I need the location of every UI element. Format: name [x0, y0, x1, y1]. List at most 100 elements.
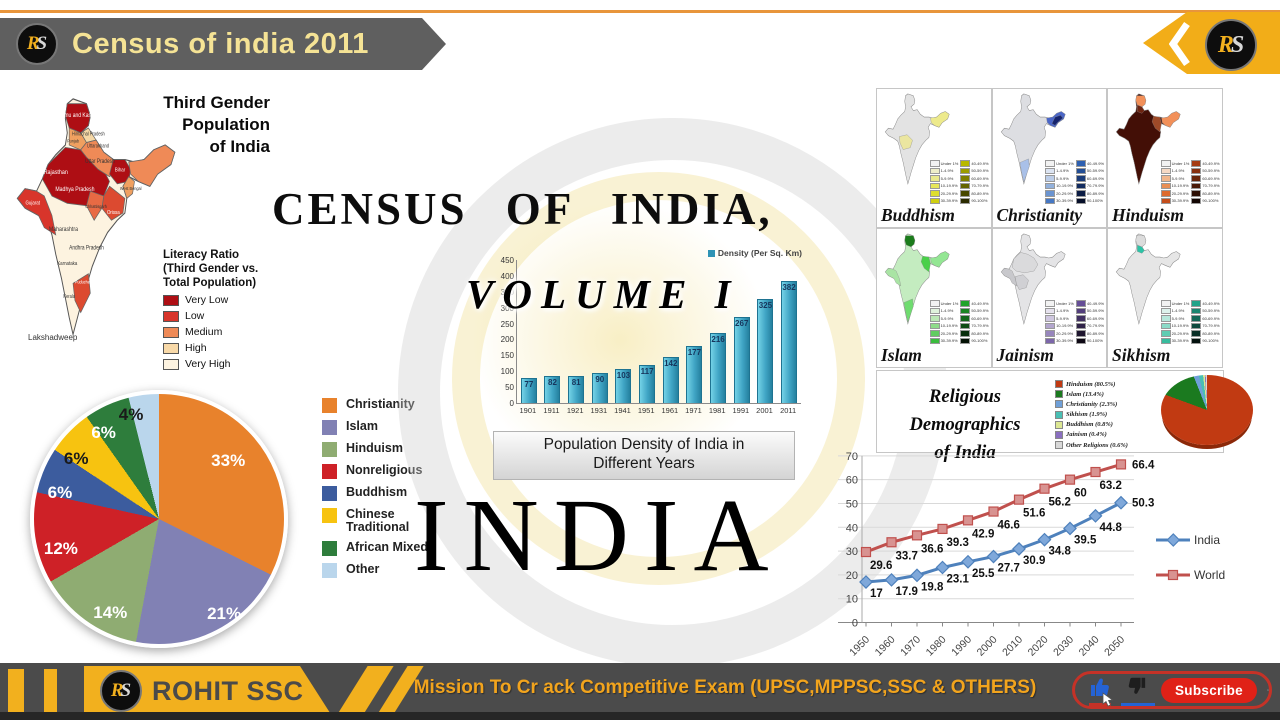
bar-chart-x-tick: 1941: [614, 406, 631, 415]
map-legend: Literacy Ratio (Third Gender vs. Total Po…: [163, 248, 298, 370]
pie-slice-label: 6%: [47, 482, 73, 502]
dislike-button[interactable]: [1121, 675, 1155, 706]
page-title: Census of india 2011: [72, 27, 369, 60]
map-legend-item: Very High: [163, 358, 298, 370]
state-label: Punjab: [67, 138, 79, 144]
map-legend-item: Low: [163, 310, 298, 322]
religion-maps-grid: Under 1% 1-4.9% 5-9.9% 10-19.9% 20-29.9% 30-3…: [876, 88, 1223, 368]
like-button[interactable]: [1089, 675, 1114, 707]
religion-map-label: Jainism: [996, 345, 1054, 365]
svg-text:17: 17: [870, 588, 883, 600]
mini-map-legend: Under 1% 1-4.9% 5-9.9% 10-19.9% 20-29.9% 30-3…: [1160, 300, 1220, 345]
third-gender-map-title: Third Gender Population of India: [163, 93, 270, 156]
svg-text:2040: 2040: [1077, 634, 1102, 659]
demographics-legend-item: Jainism (0.4%): [1055, 430, 1128, 439]
subscribe-cluster: Subscribe: [1072, 671, 1272, 709]
pie-legend-item: Islam: [322, 419, 442, 435]
svg-text:70: 70: [846, 451, 858, 463]
svg-text:50: 50: [846, 498, 858, 510]
state-label: West Bengal: [120, 185, 142, 191]
state-label: Himachal Pradesh: [72, 131, 105, 137]
svg-text:1960: 1960: [873, 634, 898, 659]
svg-text:19.8: 19.8: [921, 581, 944, 593]
svg-text:40: 40: [846, 522, 858, 534]
mini-india-map: [884, 233, 950, 325]
religion-map-cell: Under 1% 1-4.9% 5-9.9% 10-19.9% 20-29.9% 30-3…: [991, 88, 1107, 228]
svg-text:60: 60: [1074, 488, 1087, 500]
mini-map-legend: Under 1% 1-4.9% 5-9.9% 10-19.9% 20-29.9% 30-3…: [1160, 160, 1220, 205]
svg-text:1970: 1970: [898, 634, 923, 659]
bar: 81: [568, 376, 585, 403]
bar-chart-y-tick: 300: [500, 303, 514, 313]
svg-text:2020: 2020: [1026, 634, 1051, 659]
svg-text:34.8: 34.8: [1049, 546, 1072, 558]
header-accent-line: [0, 10, 1280, 13]
pie-legend-item: African Mixed: [322, 541, 442, 557]
island-label: Lakshadweep: [28, 333, 78, 342]
bar-chart-y-tick: 100: [500, 367, 514, 377]
bar-chart-x-tick: 2011: [780, 406, 797, 415]
bar-chart-y-tick: 150: [500, 351, 514, 361]
cursor-icon: [1102, 692, 1114, 707]
religion-map-cell: Under 1% 1-4.9% 5-9.9% 10-19.9% 20-29.9% 30-3…: [876, 228, 992, 368]
demographics-legend-item: Buddhism (0.8%): [1055, 420, 1128, 429]
svg-text:66.4: 66.4: [1132, 459, 1155, 471]
mini-map-legend: Under 1% 1-4.9% 5-9.9% 10-19.9% 20-29.9% 30-3…: [929, 160, 989, 205]
svg-text:63.2: 63.2: [1100, 480, 1122, 492]
svg-text:0: 0: [852, 618, 858, 630]
bar-chart-x-tick: 1901: [519, 406, 537, 415]
svg-text:60: 60: [846, 475, 858, 487]
svg-text:36.6: 36.6: [921, 543, 943, 555]
bar-chart-y-tick: 0: [509, 399, 514, 408]
line-chart-legend-label: World: [1194, 568, 1225, 582]
demographics-legend: Hinduism (80.5%) Islam (13.4%) Christianit…: [1055, 380, 1128, 451]
bell-icon[interactable]: [1267, 677, 1269, 703]
map-legend-item: Medium: [163, 326, 298, 338]
svg-text:46.6: 46.6: [998, 520, 1020, 532]
pie-legend-item: Buddhism: [322, 485, 442, 501]
svg-text:1990: 1990: [949, 634, 974, 659]
svg-text:44.8: 44.8: [1100, 522, 1123, 534]
state-label: Orissa: [107, 210, 120, 217]
svg-text:23.1: 23.1: [947, 573, 970, 585]
footer-stripe: [44, 669, 57, 713]
demographics-legend-item: Other Religions (0.6%): [1055, 441, 1128, 450]
mini-india-map: [1000, 233, 1065, 325]
bar: 90: [591, 373, 608, 403]
state-label: Maharashtra: [49, 227, 79, 234]
channel-name: ROHIT SSC: [152, 675, 304, 706]
state-label: Andhra Pradesh: [69, 245, 104, 252]
pie-slice-label: 4%: [118, 405, 144, 425]
religion-map-label: Buddhism: [881, 205, 955, 225]
pie-slice-label: 6%: [63, 448, 89, 468]
svg-text:25.5: 25.5: [972, 568, 995, 580]
state-label: Uttar Pradesh: [85, 159, 115, 166]
religious-demographics-panel: Religious Demographics of India Hinduism …: [876, 370, 1253, 463]
svg-text:17.9: 17.9: [896, 586, 918, 598]
subscribe-button[interactable]: Subscribe: [1161, 677, 1257, 703]
demographics-pie-chart: [1161, 375, 1253, 445]
demographics-legend-item: Christianity (2.3%): [1055, 400, 1128, 409]
bar: 82: [544, 375, 561, 403]
demographics-title: Religious Demographics of India: [909, 387, 1021, 463]
bar-chart-x-tick: 1971: [685, 406, 702, 415]
bar-chart-x-tick: 1931: [590, 406, 608, 415]
state-label: Madhya Pradesh: [55, 187, 94, 194]
bar: 325: [757, 298, 774, 403]
pie-slice-label: 33%: [211, 451, 246, 471]
bar-chart-plot-area: 77 82 81 90 103 117 142 177 216 267 325 382: [516, 260, 801, 404]
demographics-legend-item: Sikhism (1.9%): [1055, 410, 1128, 419]
svg-text:2010: 2010: [1000, 634, 1025, 659]
state-label: Uttarakhand: [87, 143, 109, 149]
bar: 117: [639, 364, 656, 403]
line-chart-legend-label: India: [1194, 533, 1220, 547]
svg-text:39.3: 39.3: [947, 537, 969, 549]
map-legend-item: Very Low: [163, 294, 298, 306]
bar: 177: [686, 345, 703, 403]
volume-heading: VOLUME I: [466, 271, 740, 317]
footer-stripe: [8, 669, 24, 713]
religion-map-cell: Under 1% 1-4.9% 5-9.9% 10-19.9% 20-29.9% 30-3…: [876, 88, 992, 228]
